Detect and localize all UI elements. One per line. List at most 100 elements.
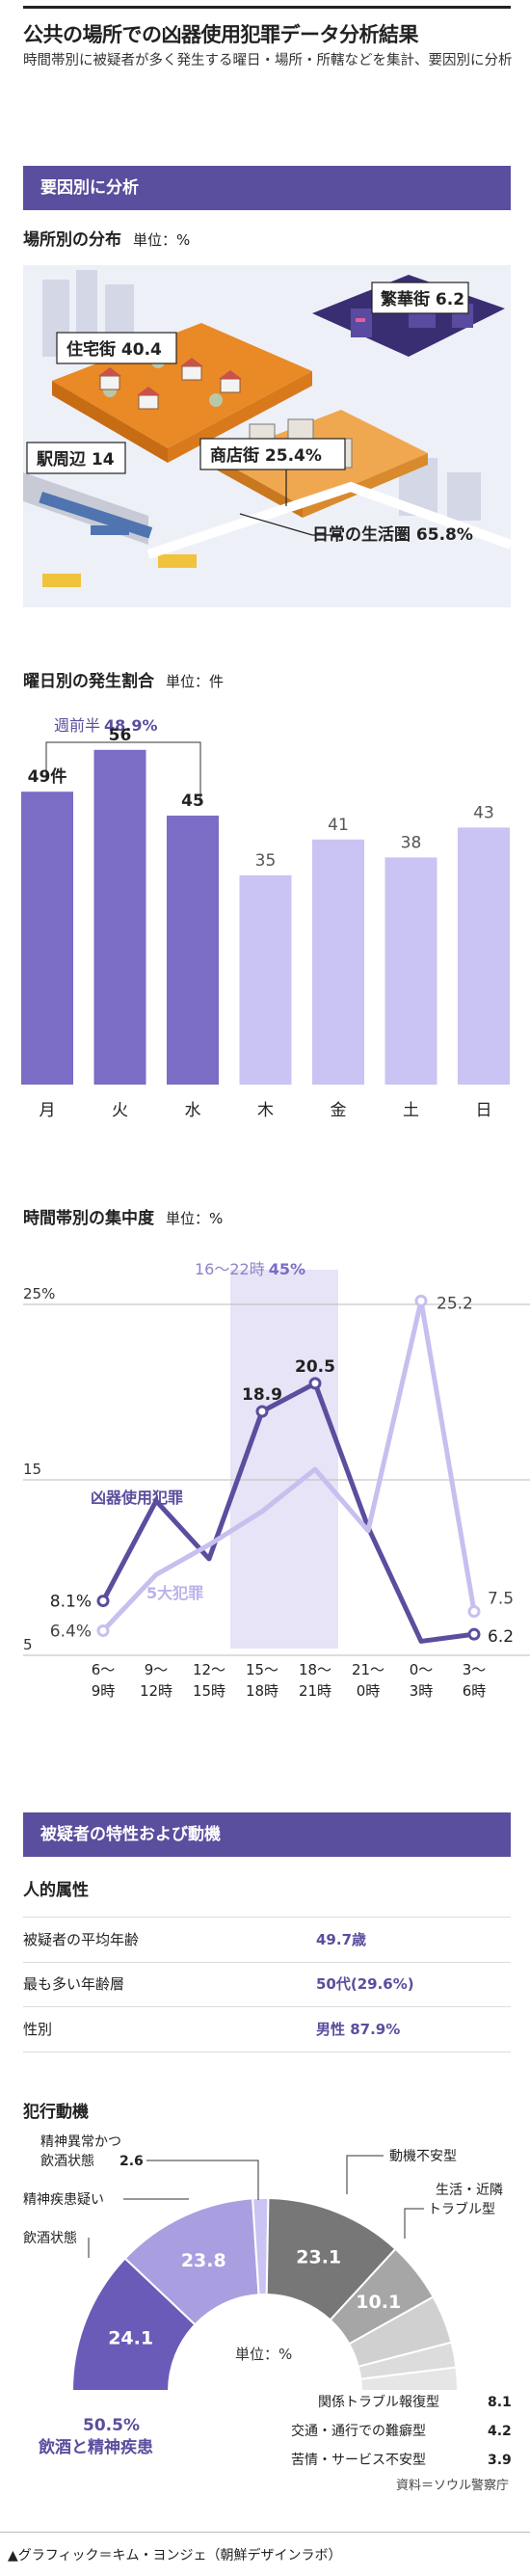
- attr-label: 被疑者の平均年齢: [23, 1931, 140, 1948]
- series-line-1: [101, 1298, 477, 1633]
- place-heading: 場所別の分布 単位：%: [23, 226, 190, 250]
- xtick-top-6: 0～: [410, 1661, 434, 1678]
- point-0-0: [96, 1595, 110, 1608]
- point-0-7: [467, 1627, 481, 1641]
- point-label-0-7: 6.2: [488, 1627, 514, 1647]
- bar-category-label-4: 金: [331, 1101, 347, 1120]
- legend-l7: 交通・通行での難癖型: [291, 2423, 426, 2439]
- xtick-bottom-1: 12時: [140, 1682, 172, 1700]
- source-note: 資料＝ソウル警察庁: [395, 2479, 509, 2493]
- attr-value: 男性 87.9%: [316, 2021, 401, 2038]
- legend-l7v: 4.2: [488, 2424, 512, 2439]
- legend-l1v: 2.6: [119, 2154, 144, 2169]
- legend-l3: 飲酒状態: [23, 2231, 77, 2246]
- bar-6: [458, 827, 510, 1085]
- bar-category-label-5: 土: [403, 1101, 419, 1120]
- donut-value-4: 10.1: [356, 2292, 401, 2313]
- hourly-title: 時間帯別の集中度: [23, 1209, 154, 1228]
- footer-rule: [0, 2532, 530, 2533]
- group-label: 飲酒と精神疾患: [38, 2437, 153, 2457]
- section-band-factors: 要因別に分析: [23, 166, 511, 210]
- weekday-bracket: [45, 741, 201, 800]
- legend-l4: 動機不安型: [389, 2149, 457, 2164]
- legend-l1a: 精神異常かつ: [40, 2134, 121, 2150]
- bar-value-label-4: 41: [328, 816, 349, 835]
- attr-label: 性別: [23, 2021, 53, 2038]
- bar-value-label-0: 49件: [28, 766, 67, 787]
- place-title: 場所別の分布: [23, 230, 121, 250]
- xtick-bottom-0: 9時: [92, 1682, 116, 1700]
- section-band-suspects: 被疑者の特性および動機: [23, 1812, 511, 1857]
- xtick-bottom-4: 21時: [299, 1682, 331, 1700]
- place-illustration: 住宅街 40.4 繁華街 6.2 駅周辺 14 商店街 25.4% 日常の生活圏…: [23, 265, 511, 607]
- point-label-1-7: 7.5: [488, 1590, 514, 1609]
- attr-row-age-group: 最も多い年齢層 50代(29.6%): [23, 1962, 511, 2007]
- series-line-0: [100, 1381, 475, 1644]
- donut-slice-7: [359, 2366, 460, 2392]
- donut-value-0: 24.1: [108, 2328, 153, 2349]
- xtick-top-7: 3～: [463, 1661, 487, 1678]
- xtick-top-1: 9～: [145, 1661, 169, 1678]
- label-shopping: 商店街 25.4%: [210, 445, 322, 466]
- legend-leader-1: [146, 2160, 259, 2200]
- weekday-annotation: 週前半 48.9%: [54, 716, 158, 735]
- xtick-bottom-5: 0時: [357, 1682, 381, 1700]
- hourly-line-chart: 16～22時 45% 25% 15 5 凶器使用犯罪 5大犯罪 8.1% 18.9 2…: [23, 1260, 530, 1700]
- donut-value-1: 23.8: [181, 2250, 226, 2271]
- bar-category-label-3: 木: [257, 1101, 274, 1120]
- legend-l8: 苦情・サービス不安型: [291, 2453, 426, 2468]
- point-0-3: [255, 1405, 269, 1418]
- legend-l1b: 飲酒状態: [40, 2154, 94, 2169]
- bar-2: [167, 816, 219, 1085]
- weekday-unit: 単位：件: [166, 673, 225, 690]
- xtick-top-4: 18～: [299, 1661, 331, 1678]
- legend-l2: 精神疾患疑い: [23, 2192, 104, 2208]
- bar-5: [384, 857, 437, 1085]
- bar-1: [93, 749, 146, 1085]
- weekday-heading: 曜日別の発生割合 単位：件: [23, 667, 224, 691]
- ytick-5: 5: [23, 1636, 33, 1653]
- ytick-15: 15: [23, 1461, 41, 1478]
- page-subtitle: 時間帯別に被疑者が多く発生する曜日・場所・所轄などを集計、要因別に分析: [23, 53, 513, 68]
- xtick-bottom-2: 15時: [193, 1682, 225, 1700]
- ytick-25: 25%: [23, 1285, 55, 1302]
- weekday-title: 曜日別の発生割合: [23, 672, 154, 691]
- series-a-label: 凶器使用犯罪: [91, 1489, 183, 1507]
- legend-l6: 関係トラブル報復型: [318, 2394, 439, 2410]
- highlight-label: 16～22時 45%: [195, 1260, 305, 1278]
- point-0-4: [308, 1377, 322, 1390]
- bar-0: [21, 792, 73, 1085]
- point-label-0-4: 20.5: [295, 1357, 335, 1377]
- attr-label: 最も多い年齢層: [23, 1975, 125, 1993]
- point-label-0-3: 18.9: [242, 1385, 282, 1405]
- bar-value-label-2: 45: [181, 792, 204, 811]
- hourly-unit: 単位：%: [166, 1210, 224, 1227]
- bar-4: [312, 839, 364, 1085]
- attr-row-gender: 性別 男性 87.9%: [23, 2007, 511, 2053]
- bar-category-label-0: 月: [40, 1101, 56, 1120]
- bar-category-label-1: 火: [112, 1101, 128, 1120]
- personal-title: 人的属性: [23, 1881, 89, 1900]
- xtick-top-0: 6～: [92, 1661, 116, 1678]
- point-label-1-6: 25.2: [437, 1294, 473, 1313]
- legend-l6v: 8.1: [488, 2395, 512, 2410]
- hourly-heading: 時間帯別の集中度 単位：%: [23, 1204, 223, 1228]
- attr-row-avg-age: 被疑者の平均年齢 49.7歳: [23, 1917, 511, 1963]
- top-rule: [23, 6, 511, 9]
- bar-category-label-2: 水: [185, 1101, 201, 1120]
- group-value: 50.5%: [83, 2416, 140, 2435]
- series-b-label: 5大犯罪: [146, 1584, 203, 1602]
- point-label-1-0: 6.4%: [50, 1623, 92, 1642]
- legend-leader-4: [346, 2155, 384, 2194]
- point-1-6: [414, 1294, 428, 1307]
- legend-leader-5: [404, 2208, 424, 2239]
- bar-value-label-1: 56: [109, 726, 132, 745]
- bar-category-label-6: 日: [476, 1101, 492, 1120]
- label-downtown: 繁華街 6.2: [380, 289, 464, 309]
- bar-value-label-5: 38: [401, 833, 422, 852]
- xtick-bottom-6: 3時: [410, 1682, 434, 1700]
- attr-value: 50代(29.6%): [316, 1975, 414, 1993]
- motive-title: 犯行動機: [23, 2103, 89, 2122]
- label-residential: 住宅街 40.4: [66, 339, 162, 360]
